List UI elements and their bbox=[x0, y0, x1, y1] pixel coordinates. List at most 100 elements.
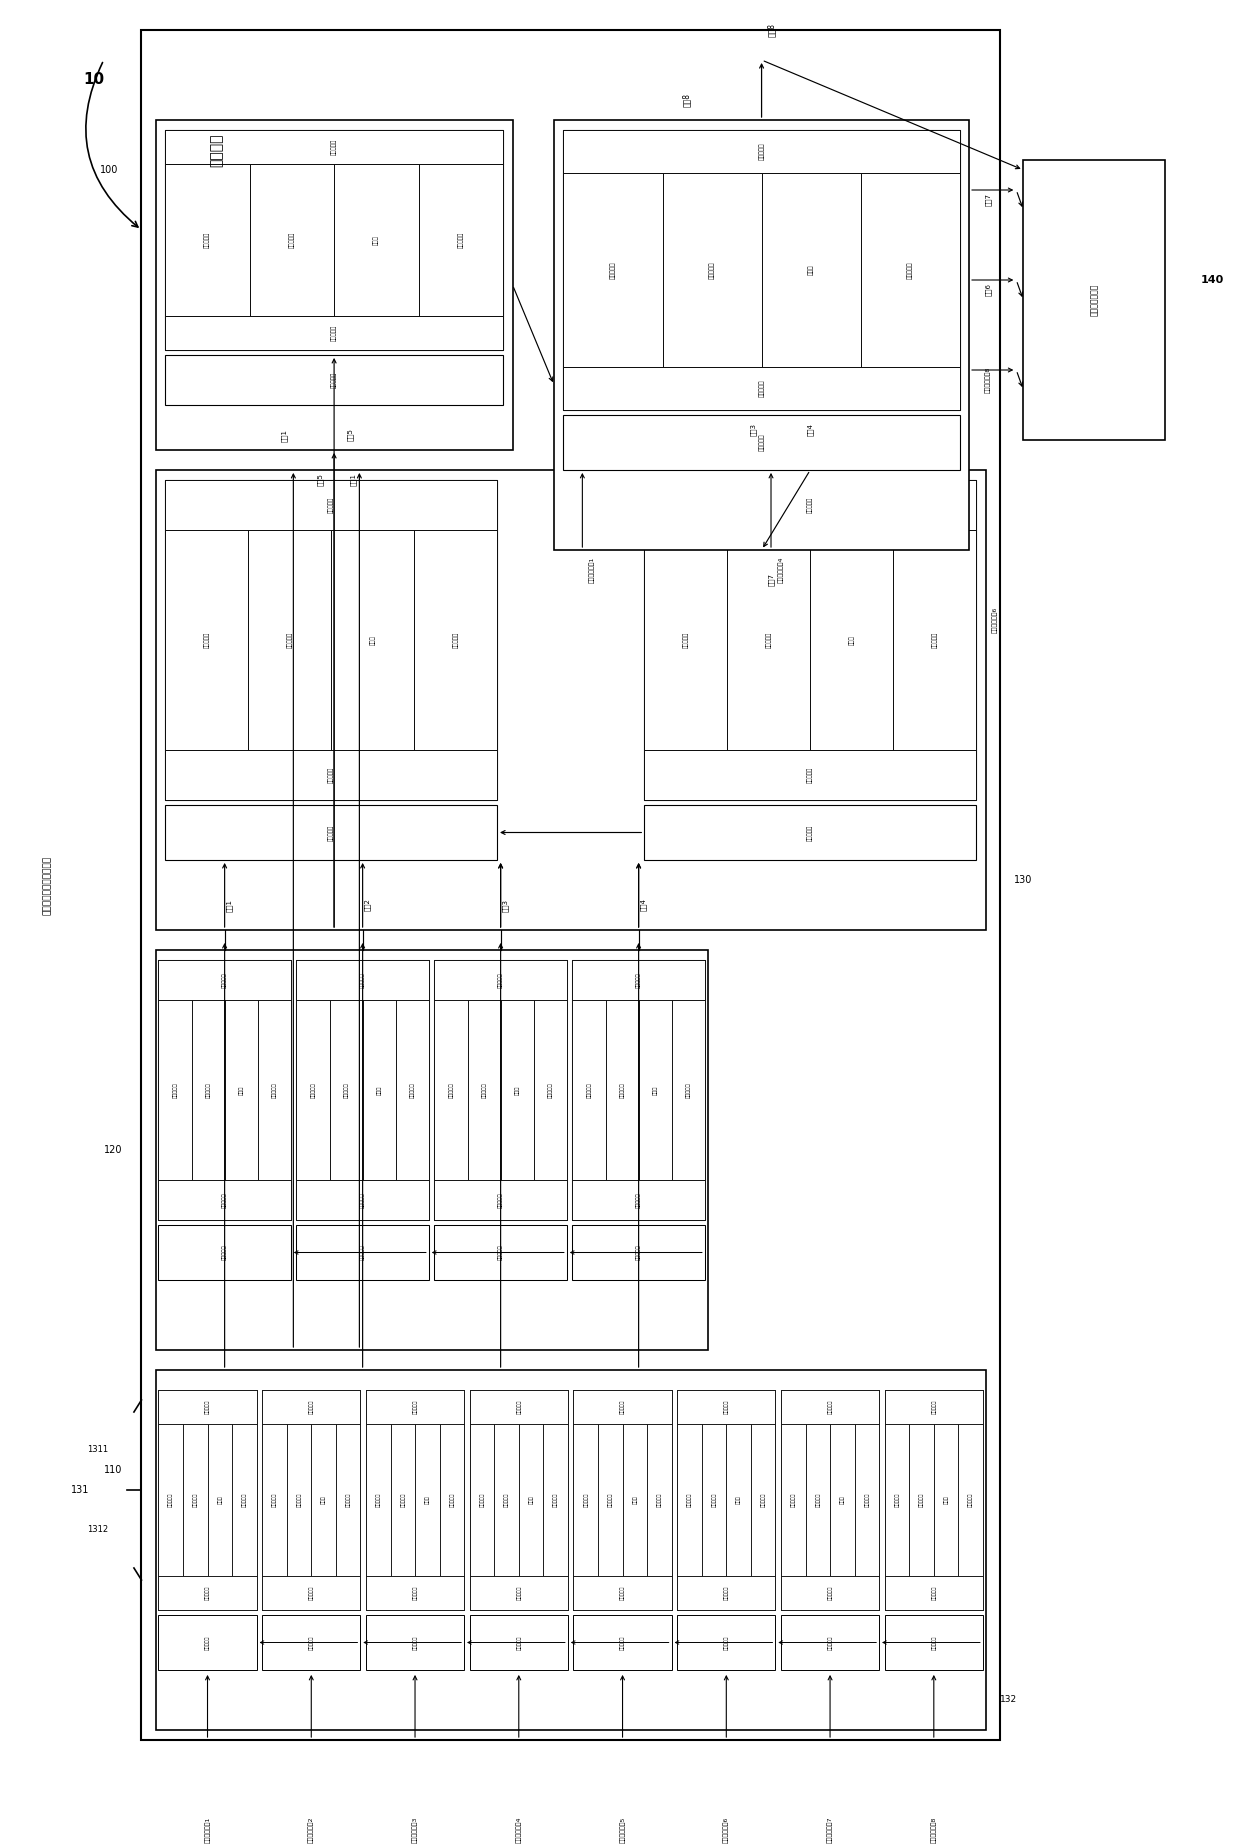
Text: 整型加法器: 整型加法器 bbox=[343, 1083, 348, 1098]
Text: 子运算单元: 子运算单元 bbox=[346, 1493, 351, 1508]
Bar bbox=[156, 469, 986, 930]
Bar bbox=[165, 355, 503, 405]
Bar bbox=[184, 1425, 207, 1576]
Bar bbox=[885, 1390, 983, 1610]
Bar bbox=[622, 1425, 647, 1576]
Text: 输入向量元結1: 输入向量元結1 bbox=[205, 1817, 211, 1842]
Bar bbox=[159, 1225, 291, 1281]
Text: 整型加法器: 整型加法器 bbox=[481, 1083, 486, 1098]
Bar bbox=[645, 530, 727, 750]
Text: 结果选择器: 结果选择器 bbox=[205, 1586, 210, 1600]
Text: 浮点加法器: 浮点加法器 bbox=[169, 1493, 174, 1508]
Bar bbox=[159, 959, 291, 1220]
Bar bbox=[518, 1425, 543, 1576]
Bar bbox=[727, 1425, 751, 1576]
Text: 结果选择器: 结果选择器 bbox=[807, 824, 813, 841]
Bar bbox=[159, 1179, 291, 1220]
Bar bbox=[677, 1576, 775, 1610]
Bar bbox=[573, 959, 704, 1220]
Text: 结果7: 结果7 bbox=[985, 194, 991, 207]
Bar bbox=[533, 1000, 567, 1179]
Text: 浮点加法器: 浮点加法器 bbox=[172, 1083, 177, 1098]
Bar bbox=[639, 1000, 672, 1179]
Bar bbox=[573, 1425, 598, 1576]
Text: 比较器: 比较器 bbox=[425, 1495, 430, 1504]
Text: 浮点加法器: 浮点加法器 bbox=[587, 1083, 591, 1098]
Bar bbox=[286, 1425, 311, 1576]
Text: 比较器: 比较器 bbox=[944, 1495, 949, 1504]
Text: 浮点加法器: 浮点加法器 bbox=[894, 1493, 899, 1508]
Bar bbox=[336, 1425, 361, 1576]
Text: 结果选择器: 结果选择器 bbox=[931, 1401, 936, 1414]
Bar bbox=[854, 1425, 879, 1576]
Text: 结果选择器: 结果选择器 bbox=[413, 1401, 418, 1414]
Text: 整型加法器: 整型加法器 bbox=[608, 1493, 613, 1508]
Text: 结果选择器: 结果选择器 bbox=[931, 1635, 936, 1650]
Text: 110: 110 bbox=[104, 1465, 123, 1475]
Text: 整型加法器: 整型加法器 bbox=[296, 1493, 301, 1508]
Bar bbox=[414, 530, 497, 750]
Text: 上一级的运算单元的结果: 上一级的运算单元的结果 bbox=[42, 856, 52, 915]
Text: 结果选择器: 结果选择器 bbox=[931, 1586, 936, 1600]
Text: 结果选择器: 结果选择器 bbox=[309, 1401, 314, 1414]
Bar bbox=[554, 120, 970, 551]
Text: 结果3: 结果3 bbox=[502, 898, 508, 911]
Text: 比较器: 比较器 bbox=[632, 1495, 637, 1504]
Text: 132: 132 bbox=[999, 1695, 1017, 1704]
Bar bbox=[810, 530, 893, 750]
Text: 结果选择器: 结果选择器 bbox=[222, 972, 227, 989]
Bar bbox=[165, 750, 497, 800]
Bar bbox=[563, 129, 960, 174]
Text: 结果6: 结果6 bbox=[985, 283, 991, 296]
Text: 结果选择器: 结果选择器 bbox=[331, 325, 337, 342]
Text: 131: 131 bbox=[71, 1486, 89, 1495]
Text: 结果选择器: 结果选择器 bbox=[331, 139, 337, 155]
Bar bbox=[262, 1390, 361, 1610]
Bar bbox=[165, 806, 497, 859]
Text: 子运算单元: 子运算单元 bbox=[458, 231, 464, 248]
Text: 10: 10 bbox=[84, 72, 105, 87]
Bar bbox=[1023, 161, 1164, 440]
Bar bbox=[470, 1576, 568, 1610]
Text: 传递结果筛选器: 传递结果筛选器 bbox=[1090, 285, 1099, 316]
Text: 子运算单元: 子运算单元 bbox=[548, 1083, 553, 1098]
Bar bbox=[934, 1425, 959, 1576]
Bar bbox=[415, 1425, 439, 1576]
Bar bbox=[156, 1369, 986, 1730]
Text: 输入向量元結2: 输入向量元結2 bbox=[309, 1817, 314, 1842]
Text: 整型加法器: 整型加法器 bbox=[815, 1493, 821, 1508]
Text: 结果选择器: 结果选择器 bbox=[807, 497, 813, 514]
Bar bbox=[563, 416, 960, 469]
Text: 浮点加法器: 浮点加法器 bbox=[687, 1493, 692, 1508]
Bar bbox=[677, 1390, 775, 1425]
Bar bbox=[296, 959, 429, 1220]
Bar bbox=[165, 480, 497, 800]
Text: 结果选择器: 结果选择器 bbox=[498, 1192, 503, 1207]
Text: 子运算单元: 子运算单元 bbox=[553, 1493, 558, 1508]
Text: 输入向量元結6: 输入向量元結6 bbox=[723, 1817, 729, 1842]
Text: 结果选择器: 结果选择器 bbox=[222, 1246, 227, 1260]
Text: 子运算单元: 子运算单元 bbox=[453, 632, 459, 649]
Bar bbox=[311, 1425, 336, 1576]
Bar bbox=[334, 164, 419, 316]
Bar bbox=[781, 1390, 879, 1425]
Bar bbox=[165, 164, 249, 316]
Text: 120: 120 bbox=[104, 1146, 123, 1155]
Bar bbox=[573, 1390, 672, 1425]
Text: 比较器: 比较器 bbox=[737, 1495, 742, 1504]
Bar bbox=[434, 959, 567, 1220]
Text: 比较器: 比较器 bbox=[238, 1085, 244, 1094]
Bar bbox=[885, 1576, 983, 1610]
Bar bbox=[563, 129, 960, 410]
Text: 结果选择器: 结果选择器 bbox=[516, 1586, 521, 1600]
Bar bbox=[330, 1000, 362, 1179]
Text: 整型加法器: 整型加法器 bbox=[766, 632, 771, 649]
Text: 结果选择器: 结果选择器 bbox=[759, 379, 764, 397]
Bar bbox=[761, 174, 861, 366]
Text: 结果选择器: 结果选择器 bbox=[331, 371, 337, 388]
Text: 子运算单元: 子运算单元 bbox=[657, 1493, 662, 1508]
Text: 结果8: 结果8 bbox=[682, 92, 691, 107]
Text: 子运算单元: 子运算单元 bbox=[908, 261, 913, 279]
Text: 浮点加法器: 浮点加法器 bbox=[610, 261, 616, 279]
Text: 浮点加法器: 浮点加法器 bbox=[449, 1083, 454, 1098]
